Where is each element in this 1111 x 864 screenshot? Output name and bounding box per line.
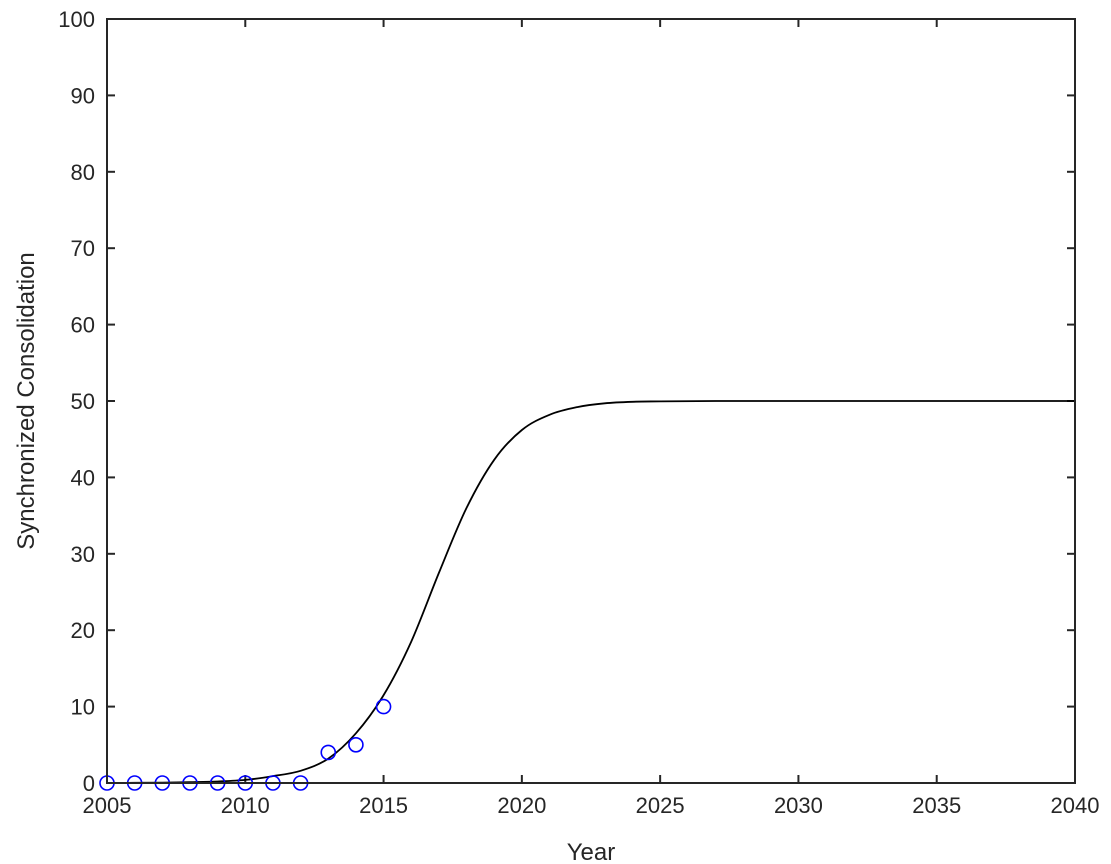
y-tick-label: 0	[83, 771, 95, 796]
x-axis-label: Year	[567, 839, 616, 864]
x-tick-label: 2015	[359, 793, 408, 818]
observed-data-point	[348, 736, 364, 753]
x-tick-label: 2005	[83, 793, 132, 818]
x-tick-label: 2025	[636, 793, 685, 818]
y-tick-label: 70	[71, 236, 95, 261]
x-tick-label: 2035	[912, 793, 961, 818]
x-tick-label: 2030	[774, 793, 823, 818]
model-curve-line	[106, 400, 1075, 784]
observed-data-point	[375, 698, 392, 715]
y-tick-label: 90	[71, 83, 95, 108]
plot-area-frame	[106, 18, 1076, 784]
y-tick-label: 30	[71, 542, 95, 567]
tick-labels: 2005 2010 2015 2020 2025 2030 2035 204001020304…	[58, 7, 1099, 818]
y-axis-label: Synchronized Consolidation	[13, 252, 40, 550]
x-tick-label: 2010	[221, 793, 270, 818]
x-tick-label: 2020	[497, 793, 546, 818]
y-tick-label: 100	[58, 7, 95, 32]
chart-series	[99, 400, 1075, 791]
y-tick-label: 40	[71, 465, 95, 490]
y-tick-label: 80	[71, 160, 95, 185]
x-tick-label: 2040	[1051, 793, 1100, 818]
observed-data-point	[320, 744, 337, 761]
y-tick-label: 50	[71, 389, 95, 414]
y-tick-label: 20	[71, 618, 95, 643]
y-tick-label: 10	[71, 695, 95, 720]
y-tick-label: 60	[71, 313, 95, 338]
